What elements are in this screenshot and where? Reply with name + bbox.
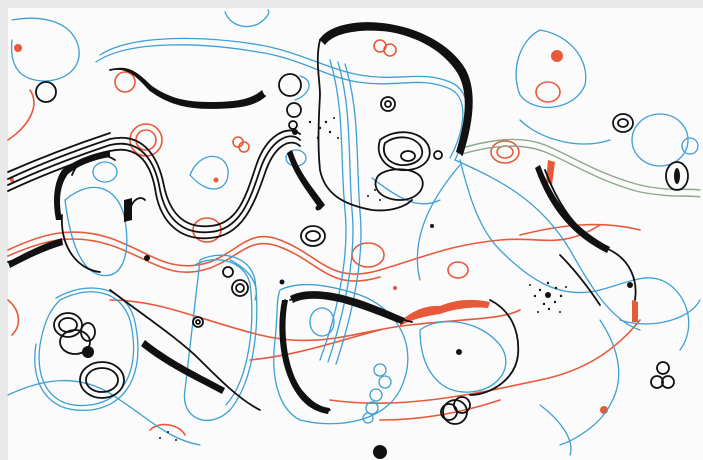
blue-lines	[7, 9, 701, 456]
red-lines	[7, 39, 641, 436]
paper-background	[8, 8, 703, 460]
green-lines	[461, 138, 701, 198]
black-marks	[8, 23, 680, 459]
dot-clusters	[159, 117, 567, 441]
red-dots	[10, 44, 638, 414]
